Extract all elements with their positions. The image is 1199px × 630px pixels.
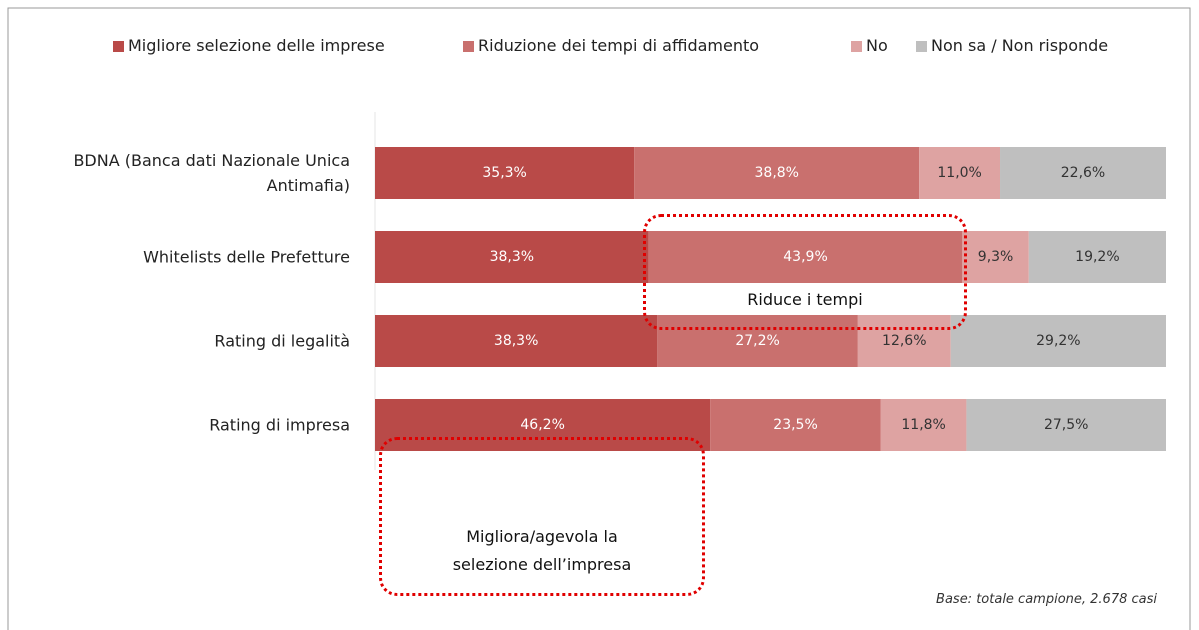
frame [7, 7, 1191, 630]
bar-segment [950, 315, 1166, 367]
bar-segment [375, 399, 711, 451]
bar-segment [880, 399, 967, 451]
legend-label: No [866, 36, 888, 55]
legend-swatch [916, 41, 927, 52]
data-label: 27,2% [735, 333, 779, 349]
data-label: 43,9% [783, 249, 827, 265]
bar-segment [710, 399, 881, 451]
category-label: Whitelists delle Prefetture [143, 247, 350, 267]
legend-label: Non sa / Non risponde [931, 36, 1109, 55]
category-label: BDNA (Banca dati Nazionale Unica Antimaf… [73, 151, 350, 195]
data-label: 11,0% [937, 165, 981, 181]
data-label: 23,5% [773, 417, 817, 433]
bar-segment [962, 231, 1029, 283]
data-label: 29,2% [1036, 333, 1080, 349]
data-label: 38,8% [755, 165, 799, 181]
bar-segment [919, 147, 1001, 199]
data-label: 9,3% [978, 249, 1014, 265]
data-label: 46,2% [520, 417, 564, 433]
legend-swatch [463, 41, 474, 52]
legend-label: Migliore selezione delle imprese [128, 36, 385, 55]
data-label: 38,3% [494, 333, 538, 349]
category-label: Rating di impresa [209, 415, 350, 435]
legend-label: Riduzione dei tempi di affidamento [478, 36, 760, 55]
annotation: Riduce i tempi [747, 290, 863, 309]
bar-segment [634, 147, 920, 199]
bar-segment [375, 231, 649, 283]
annotation-box [643, 214, 967, 330]
data-label: 22,6% [1061, 165, 1105, 181]
bar-segment [857, 315, 951, 367]
bar-segment [1028, 231, 1166, 283]
bar-segment [375, 315, 658, 367]
data-label: 38,3% [490, 249, 534, 265]
legend-swatch [851, 41, 862, 52]
bar-segment [1000, 147, 1166, 199]
data-label: 35,3% [482, 165, 526, 181]
note: Base: totale campione, 2.678 casi [936, 592, 1157, 607]
legend-swatch [113, 41, 124, 52]
data-label: 27,5% [1044, 417, 1088, 433]
data-label: 12,6% [882, 333, 926, 349]
bar-segment [657, 315, 858, 367]
category-label: Rating di legalità [214, 331, 350, 351]
bar-segment [648, 231, 963, 283]
bar-segment [966, 399, 1166, 451]
annotation-box [379, 437, 705, 596]
annotation: Migliora/agevola la selezione dell’impre… [452, 527, 632, 574]
data-label: 11,8% [901, 417, 945, 433]
bar-segment [375, 147, 635, 199]
data-label: 19,2% [1075, 249, 1119, 265]
